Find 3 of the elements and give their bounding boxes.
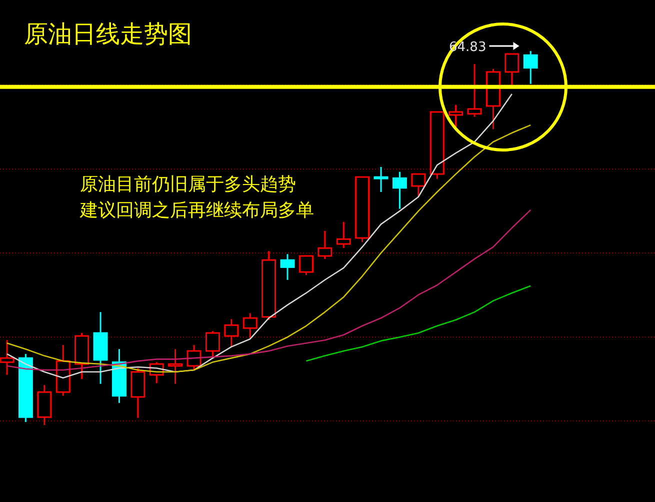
annotation: 原油目前仍旧属于多头趋势 [80, 174, 296, 195]
annotation: 建议回调之后再继续布局多单 [80, 200, 314, 221]
title: 原油日线走势图 [24, 20, 192, 48]
